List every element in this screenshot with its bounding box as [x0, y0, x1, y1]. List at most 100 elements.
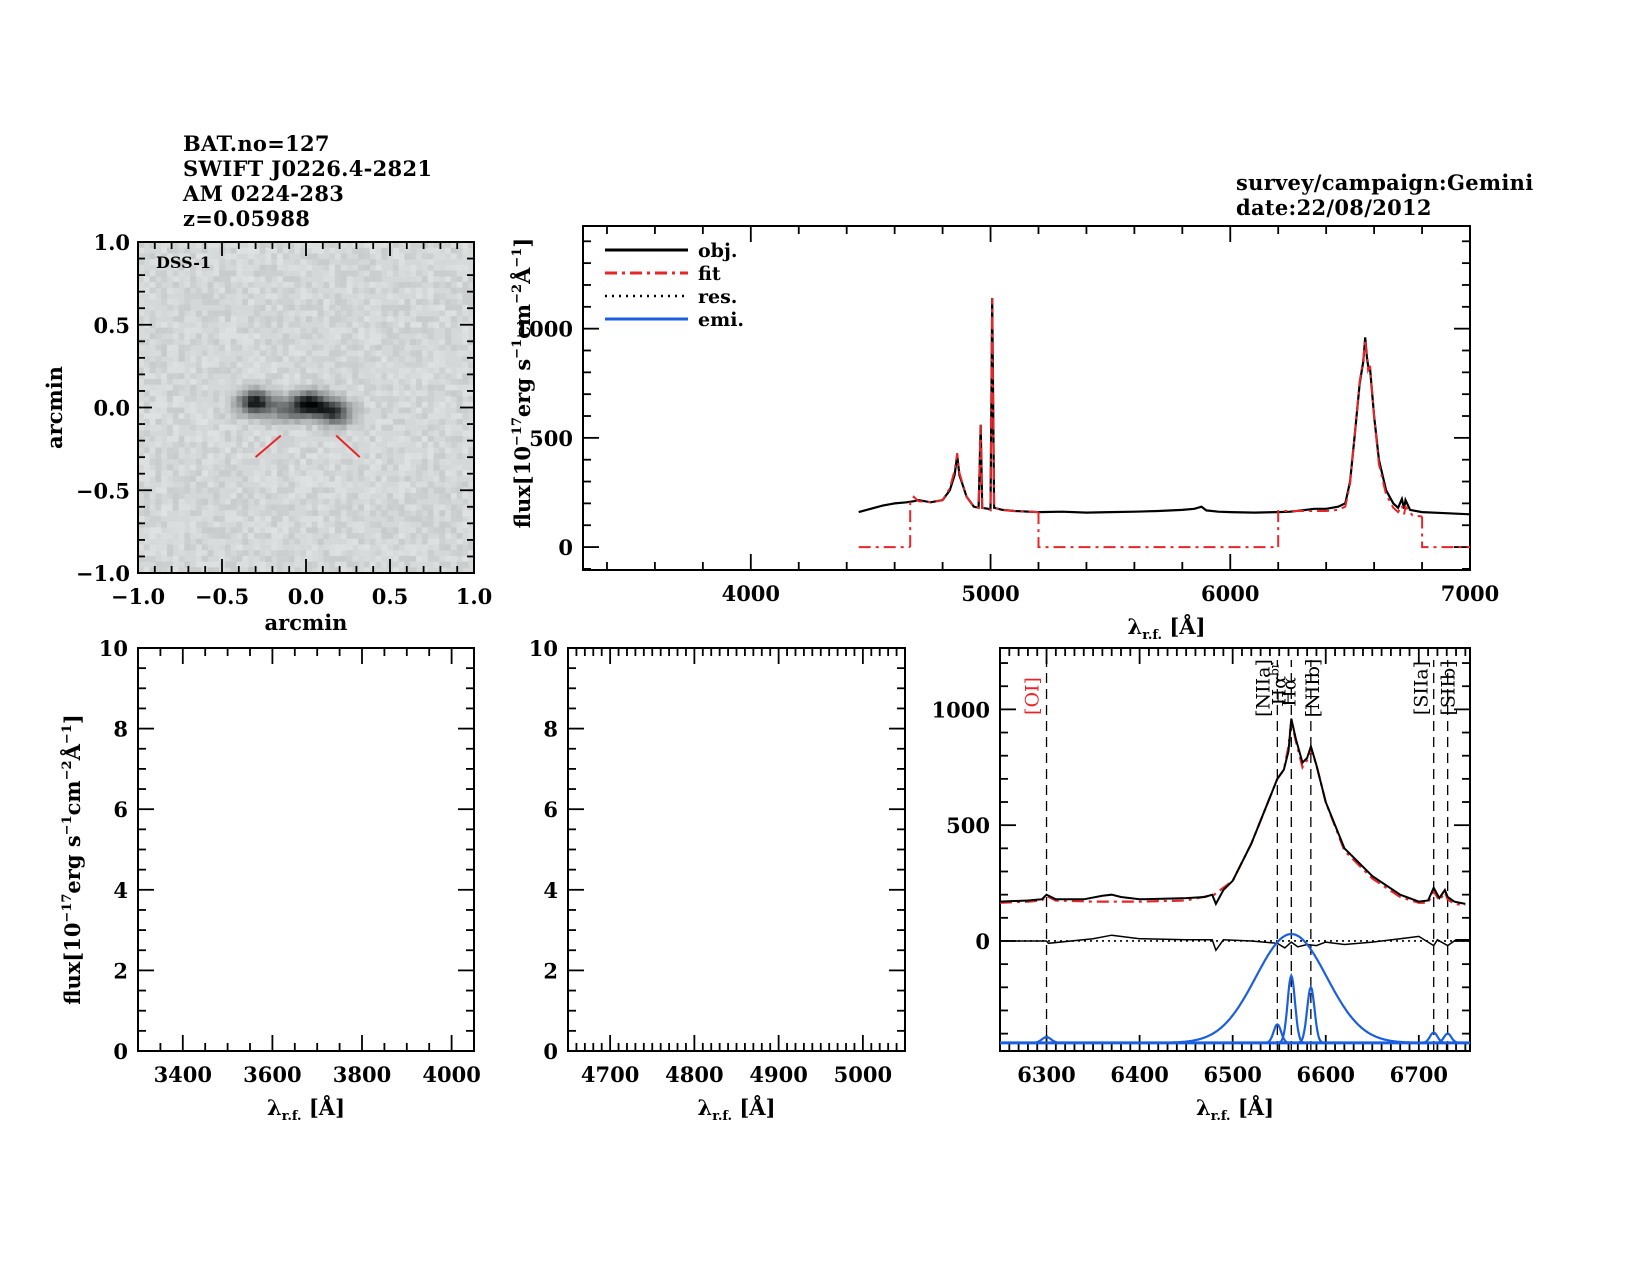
image-pixel [381, 281, 388, 289]
image-pixel [462, 350, 469, 357]
image-pixel [184, 281, 191, 289]
image-pixel [207, 515, 214, 523]
image-pixel [363, 401, 371, 408]
image-pixel [323, 401, 330, 408]
image-pixel [352, 333, 359, 340]
image-pixel [288, 436, 295, 443]
image-pixel [236, 515, 243, 523]
image-pixel [166, 299, 174, 306]
image-pixel [259, 464, 266, 471]
image-pixel [271, 493, 278, 500]
image-pixel [358, 396, 365, 403]
image-pixel [369, 321, 376, 329]
image-pixel [253, 567, 261, 573]
image-pixel [271, 356, 278, 363]
image-pixel [375, 373, 382, 380]
image-pixel [445, 561, 452, 568]
image-pixel [190, 401, 197, 408]
image-pixel [311, 310, 318, 317]
image-pixel [358, 424, 365, 431]
image-pixel [439, 475, 446, 483]
image-pixel [149, 413, 156, 420]
image-pixel [329, 555, 336, 562]
image-pixel [236, 430, 243, 437]
image-pixel [242, 458, 249, 465]
image-pixel [253, 270, 261, 277]
image-pixel [184, 242, 191, 249]
image-pixel [166, 361, 174, 368]
image-pixel [195, 436, 203, 443]
image-pixel [445, 533, 452, 540]
image-pixel [433, 299, 440, 306]
image-pixel [143, 504, 150, 511]
image-pixel [352, 493, 359, 500]
image-pixel [271, 441, 278, 448]
image-pixel [346, 310, 353, 317]
image-pixel [172, 299, 179, 306]
image-pixel [294, 544, 301, 551]
image-pixel [311, 447, 318, 454]
image-pixel [375, 475, 382, 483]
image-pixel [456, 413, 463, 420]
image-pixel [195, 475, 203, 483]
image-pixel [219, 413, 226, 420]
image-pixel [416, 538, 423, 545]
image-pixel [439, 350, 446, 357]
image-pixel [300, 481, 307, 488]
image-pixel [381, 493, 388, 500]
image-pixel [248, 453, 255, 460]
image-pixel [462, 367, 469, 374]
image-pixel [236, 264, 243, 271]
image-pixel [161, 407, 168, 414]
image-pixel [265, 247, 272, 254]
image-pixel [329, 481, 336, 488]
image-pixel [300, 470, 307, 477]
image-pixel [149, 281, 156, 289]
image-pixel [195, 464, 203, 471]
label-part: Å [510, 267, 535, 285]
image-pixel [404, 401, 411, 408]
image-pixel [410, 281, 417, 289]
image-pixel [369, 424, 376, 431]
image-pixel [178, 264, 185, 271]
image-pixel [329, 475, 336, 483]
image-pixel [294, 567, 301, 573]
image-pixel [410, 555, 417, 562]
image-pixel [230, 407, 237, 414]
image-pixel [323, 384, 330, 391]
image-pixel [294, 561, 301, 568]
image-pixel [224, 339, 232, 346]
image-pixel [207, 436, 214, 443]
image-pixel [323, 413, 330, 420]
image-pixel [363, 321, 371, 329]
image-pixel [224, 533, 232, 540]
image-pixel [323, 242, 330, 249]
image-pixel [398, 407, 405, 414]
image-pixel [166, 413, 174, 420]
image-pixel [219, 470, 226, 477]
image-pixel [271, 270, 278, 277]
image-pixel [282, 327, 290, 334]
image-pixel [468, 390, 474, 397]
image-pixel [219, 527, 226, 534]
label-part: −2 [60, 760, 75, 780]
image-pixel [392, 464, 400, 471]
unit: [Å] [1231, 1095, 1274, 1120]
image-pixel [184, 481, 191, 488]
image-pixel [195, 413, 203, 420]
image-pixel [334, 390, 342, 397]
image-pixel [213, 550, 220, 557]
image-pixel [433, 407, 440, 414]
image-pixel [352, 299, 359, 306]
image-pixel [184, 538, 191, 545]
image-pixel [334, 441, 342, 448]
image-pixel [410, 436, 417, 443]
image-pixel [462, 555, 469, 562]
image-pixel [242, 247, 249, 254]
image-pixel [404, 436, 411, 443]
image-pixel [392, 504, 400, 511]
image-pixel [358, 333, 365, 340]
image-pixel [201, 527, 208, 534]
image-pixel [219, 401, 226, 408]
image-pixel [381, 475, 388, 483]
